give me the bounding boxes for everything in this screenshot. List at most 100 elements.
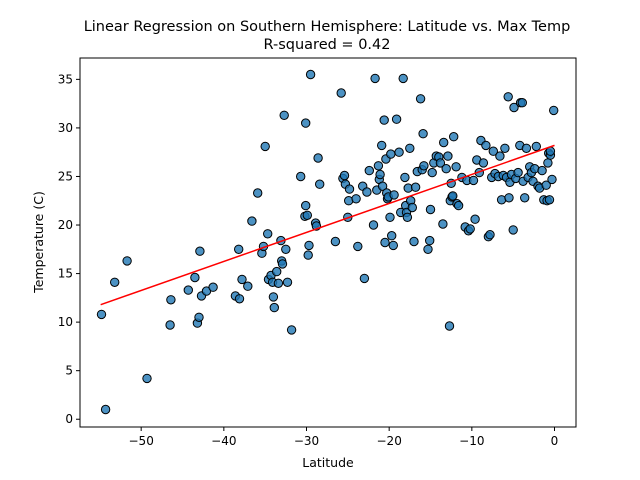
- data-point: [441, 164, 451, 174]
- data-point: [468, 175, 479, 186]
- data-point: [375, 169, 385, 180]
- data-point: [385, 212, 395, 223]
- data-point: [166, 295, 176, 305]
- y-axis-ticks: 0 5 10 15 20 25 30 35: [58, 72, 80, 426]
- y-tick-label: 30: [58, 121, 73, 135]
- data-point: [438, 219, 448, 229]
- data-point: [541, 180, 551, 190]
- data-point: [303, 250, 313, 260]
- data-point: [364, 165, 374, 176]
- data-point: [260, 141, 270, 152]
- data-point: [488, 146, 498, 156]
- data-point: [425, 204, 436, 215]
- data-point: [443, 151, 453, 161]
- data-point: [330, 236, 341, 247]
- x-tick-label: −10: [459, 434, 484, 448]
- data-point: [253, 188, 263, 198]
- y-tick-label: 15: [58, 267, 73, 281]
- data-point: [388, 240, 398, 251]
- x-tick-label: 0: [551, 434, 559, 448]
- data-point: [439, 137, 449, 148]
- data-point: [517, 98, 527, 108]
- data-point: [405, 143, 415, 154]
- data-point: [190, 272, 200, 283]
- data-point: [425, 235, 435, 246]
- data-point: [377, 140, 387, 151]
- y-tick-label: 35: [58, 72, 73, 86]
- data-point: [302, 210, 312, 221]
- x-axis-ticks: −50 −40 −30 −20 −10 0: [129, 427, 559, 448]
- data-point: [448, 191, 458, 201]
- data-point: [362, 187, 372, 197]
- data-point: [263, 229, 273, 239]
- data-point: [508, 225, 518, 235]
- data-point: [418, 129, 428, 139]
- data-point: [183, 285, 194, 295]
- regression-line: [100, 144, 555, 306]
- data-point: [368, 220, 379, 230]
- x-tick-label: −30: [294, 434, 319, 448]
- data-point: [549, 105, 559, 116]
- data-point: [194, 312, 204, 322]
- data-point: [470, 214, 480, 224]
- data-point: [234, 294, 245, 304]
- y-tick-label: 25: [58, 169, 73, 183]
- data-point: [402, 212, 413, 223]
- data-point: [504, 193, 514, 203]
- data-point: [380, 237, 390, 248]
- data-point: [547, 174, 557, 185]
- data-point: [415, 94, 426, 104]
- data-point: [247, 216, 257, 226]
- data-point: [344, 184, 355, 194]
- data-point: [379, 115, 389, 125]
- data-point: [409, 236, 419, 247]
- data-point: [544, 195, 555, 205]
- data-point: [336, 88, 346, 98]
- data-point: [279, 110, 289, 121]
- data-point: [122, 256, 132, 266]
- data-point: [268, 292, 279, 302]
- data-point: [96, 309, 107, 320]
- plot-area-frame: [79, 57, 577, 428]
- y-tick-label: 0: [65, 412, 73, 426]
- data-point: [481, 140, 491, 151]
- data-point: [315, 179, 325, 189]
- data-point: [273, 278, 284, 288]
- data-point: [427, 167, 437, 178]
- chart-title: Linear Regression on Southern Hemisphere…: [84, 19, 571, 35]
- data-point: [339, 170, 350, 181]
- data-point: [423, 244, 433, 255]
- data-point: [313, 153, 323, 163]
- data-point: [465, 224, 475, 234]
- data-point: [449, 132, 459, 142]
- x-tick-label: −40: [211, 434, 236, 448]
- data-point: [391, 114, 402, 124]
- data-point: [370, 73, 380, 84]
- data-point: [500, 143, 510, 154]
- data-point: [531, 141, 541, 152]
- data-point: [237, 274, 247, 285]
- y-tick-label: 20: [58, 218, 73, 232]
- data-point: [301, 118, 311, 128]
- y-axis-label: Temperature (C): [31, 191, 46, 294]
- data-point: [359, 273, 370, 284]
- data-point: [387, 231, 397, 241]
- data-point: [286, 325, 297, 335]
- data-point: [373, 161, 384, 171]
- data-point: [389, 190, 399, 200]
- data-point: [234, 244, 244, 255]
- chart-subtitle: R-squared = 0.42: [264, 37, 391, 53]
- data-point: [521, 143, 532, 154]
- data-point: [277, 259, 288, 269]
- data-point: [281, 244, 291, 255]
- data-point: [208, 282, 218, 292]
- y-tick-label: 10: [58, 315, 73, 329]
- data-point: [410, 182, 421, 192]
- data-point: [503, 92, 513, 102]
- data-point: [394, 147, 404, 157]
- data-point: [400, 172, 410, 183]
- data-point: [509, 102, 519, 113]
- data-point: [353, 241, 363, 252]
- x-tick-label: −20: [377, 434, 402, 448]
